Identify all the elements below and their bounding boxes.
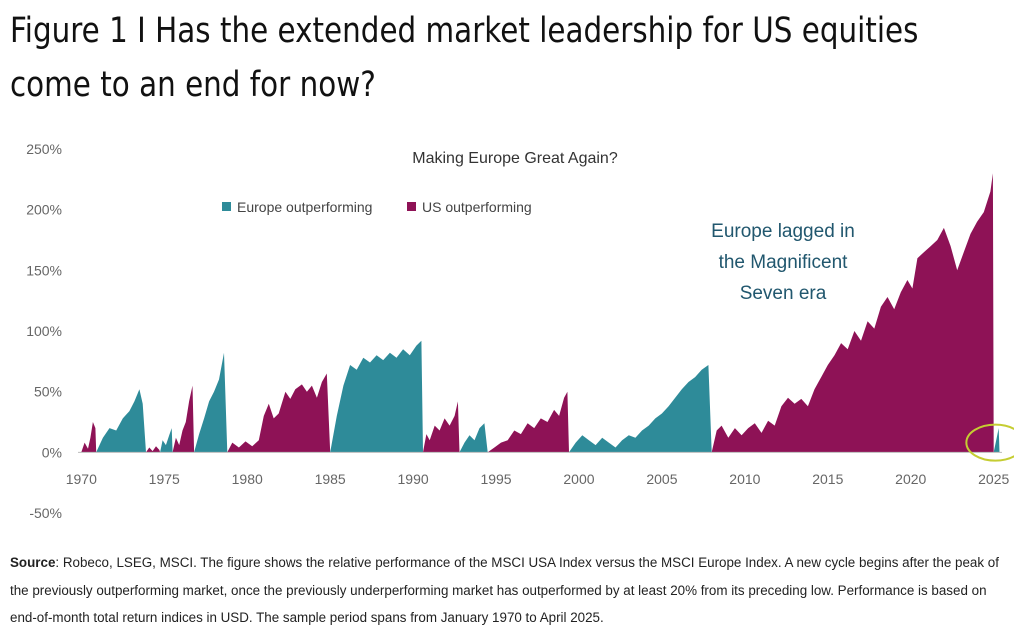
area-europe-outperforming-2	[194, 352, 228, 453]
legend-swatch-us	[407, 202, 416, 211]
figure-title-line-2: come to an end for now?	[10, 65, 376, 105]
area-us-outperforming-0	[81, 422, 97, 453]
area-us-outperforming-4	[423, 401, 460, 453]
area-us-outperforming-1	[146, 446, 161, 453]
x-tick-label: 1995	[480, 471, 511, 487]
figure-title-line-1: Figure 1 I Has the extended market leade…	[10, 11, 919, 51]
y-tick-label: 150%	[26, 262, 62, 278]
area-europe-outperforming-3	[330, 340, 423, 453]
chart-annotation: Europe lagged in the Magnificent Seven e…	[711, 221, 855, 304]
y-tick-label: -50%	[29, 505, 62, 521]
x-tick-label: 2025	[978, 471, 1009, 487]
chart-legend: Europe outperforming US outperforming	[222, 199, 532, 215]
chart-title: Making Europe Great Again?	[412, 150, 618, 167]
x-tick-label: 2000	[563, 471, 594, 487]
annotation-line-2: the Magnificent	[719, 252, 849, 273]
y-tick-label: 0%	[42, 444, 62, 460]
x-tick-label: 1970	[66, 471, 97, 487]
x-tick-label: 1985	[315, 471, 346, 487]
legend-label-us: US outperforming	[422, 199, 532, 215]
source-note: Source: Robeco, LSEG, MSCI. The figure s…	[10, 549, 1010, 632]
x-tick-label: 1975	[149, 471, 180, 487]
x-axis-ticks: 1970 1975 1980 1985 1990 1995 2000 2005 2010 2015…	[66, 471, 1010, 487]
legend-label-europe: Europe outperforming	[237, 199, 372, 215]
source-text: : Robeco, LSEG, MSCI. The figure shows t…	[10, 555, 999, 625]
x-tick-label: 2005	[646, 471, 677, 487]
legend-swatch-europe	[222, 202, 231, 211]
highlight-circle	[965, 423, 1014, 462]
area-europe-outperforming-5	[569, 365, 712, 453]
area-us-outperforming-2	[172, 385, 195, 453]
y-tick-label: 100%	[26, 323, 62, 339]
x-tick-label: 2020	[895, 471, 926, 487]
y-tick-label: 250%	[26, 141, 62, 157]
x-tick-label: 1990	[398, 471, 429, 487]
annotation-line-3: Seven era	[740, 283, 827, 304]
x-tick-label: 1980	[232, 471, 263, 487]
annotation-line-1: Europe lagged in	[711, 221, 855, 242]
relative-performance-chart: 250%200%150%100%50%0%-50% 1970 1975 1980 19…	[26, 141, 1014, 521]
area-us-outperforming-5	[487, 391, 569, 453]
area-europe-outperforming-1	[160, 428, 173, 453]
y-tick-label: 50%	[34, 384, 62, 400]
source-label: Source	[10, 555, 56, 570]
area-us-outperforming-3	[227, 373, 331, 453]
area-europe-outperforming-4	[459, 423, 488, 453]
area-europe-outperforming-6	[993, 428, 1000, 453]
y-tick-label: 200%	[26, 202, 62, 218]
area-europe-outperforming-0	[96, 389, 146, 453]
figure-title: Figure 1 I Has the extended market leade…	[10, 4, 919, 112]
x-tick-label: 2015	[812, 471, 843, 487]
chart-areas	[81, 173, 1000, 453]
x-tick-label: 2010	[729, 471, 760, 487]
area-us-outperforming-6	[711, 173, 994, 453]
y-axis-ticks: 250% 200% 150% 100% 50% 0% -50%	[26, 141, 62, 521]
